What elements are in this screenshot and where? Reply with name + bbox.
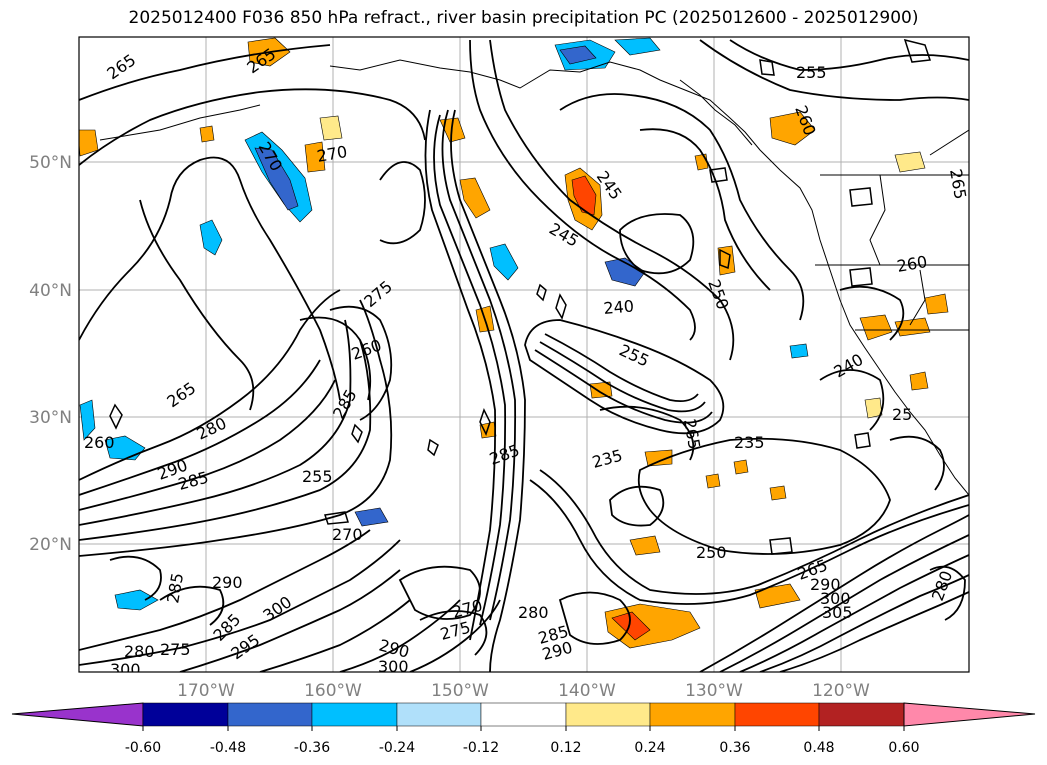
colorbar-segment	[818, 702, 905, 727]
colorbar-max-extension	[903, 702, 1036, 727]
colorbar-tick-label: -0.12	[463, 740, 499, 756]
precip-patch-negative	[559, 45, 597, 65]
precip-patch-positive	[733, 459, 749, 475]
precip-patch-positive	[459, 177, 491, 219]
contour-label: 300	[820, 589, 851, 608]
precip-patch-negative	[79, 399, 96, 441]
colorbar-segment	[311, 702, 398, 727]
precip-patch-positive	[319, 115, 343, 141]
colorbar-segment	[480, 702, 567, 727]
colorbar-ticks: -0.60 -0.48 -0.36 -0.24 -0.12 0.12 0.24 …	[125, 740, 920, 756]
precip-patch-positive	[909, 371, 929, 391]
precip-patch-negative	[354, 507, 389, 527]
colorbar-segment	[142, 702, 229, 727]
precip-patch-positive	[705, 473, 721, 489]
contour-label: 265	[946, 167, 970, 200]
colorbar-tick-label: 0.36	[719, 740, 750, 756]
precip-patch-positive	[644, 449, 673, 467]
lat-label: 40°N	[29, 281, 72, 301]
lat-label: 50°N	[29, 153, 72, 173]
contour-label: 255	[302, 467, 333, 486]
longitude-labels: 170°W 160°W 150°W 140°W 130°W 120°W	[177, 681, 870, 701]
precip-patch-negative	[489, 243, 519, 281]
contour-label: 275	[160, 640, 191, 659]
map-title: 2025012400 F036 850 hPa refract., river …	[128, 8, 919, 28]
colorbar-segment	[649, 702, 736, 727]
precip-patch-negative	[789, 343, 809, 359]
lon-label: 130°W	[685, 681, 743, 701]
precip-patch-positive	[717, 245, 736, 276]
contour-label: 290	[212, 573, 243, 592]
colorbar-segment	[565, 702, 651, 727]
colorbar-segment	[734, 702, 820, 727]
colorbar-tick-label: -0.60	[125, 740, 161, 756]
precip-patch-positive	[199, 125, 215, 143]
precip-patch-positive	[754, 583, 801, 609]
lat-label: 30°N	[29, 408, 72, 428]
map-border	[78, 36, 970, 673]
colorbar-tick-label: -0.24	[379, 740, 415, 756]
graticule	[79, 37, 969, 672]
contour-label: 270	[332, 525, 363, 544]
precip-patch-positive	[571, 175, 597, 216]
colorbar-tick-label: -0.36	[294, 740, 330, 756]
colorbar-segment	[227, 702, 313, 727]
precip-patch-negative	[254, 147, 299, 211]
precip-patch-positive	[864, 397, 883, 419]
precip-patch-positive	[924, 293, 949, 315]
contour-label: 305	[822, 603, 853, 622]
colorbar: -0.60 -0.48 -0.36 -0.24 -0.12 0.12 0.24 …	[11, 702, 1036, 756]
contour-label: 255	[796, 63, 827, 82]
contour-label: 250	[696, 543, 727, 562]
lon-label: 160°W	[304, 681, 362, 701]
precip-patch-positive	[629, 535, 661, 556]
map-panel: 265 265 270 270 245 245 250 240 255 260 …	[79, 37, 970, 679]
refractivity-contours	[79, 39, 969, 672]
contour-label: 260	[84, 433, 115, 452]
contour-label: 290	[810, 575, 841, 594]
precip-patch-positive	[769, 111, 816, 146]
lon-label: 170°W	[177, 681, 235, 701]
precip-patch-negative	[199, 219, 223, 256]
colorbar-tick-label: -0.48	[210, 740, 246, 756]
precip-patch-positive	[769, 485, 787, 501]
contour-label: 300	[110, 660, 141, 679]
precip-patch-positive	[589, 381, 613, 399]
contour-label: 280	[518, 603, 549, 622]
colorbar-tick-label: 0.12	[550, 740, 581, 756]
contour-label: 235	[734, 433, 765, 452]
precip-patch-positive	[611, 611, 651, 641]
precip-patch-positive	[859, 314, 893, 341]
lat-label: 20°N	[29, 535, 72, 555]
contour-label: 300	[378, 657, 409, 676]
colorbar-tick-label: 0.60	[888, 740, 919, 756]
colorbar-min-extension	[11, 702, 144, 727]
colorbar-segment	[396, 702, 482, 727]
colorbar-tick-label: 0.48	[803, 740, 834, 756]
small-contours	[109, 38, 932, 555]
coastlines	[99, 59, 969, 496]
precip-patch-positive	[894, 151, 926, 173]
lon-label: 120°W	[812, 681, 870, 701]
lon-label: 150°W	[431, 681, 489, 701]
precip-patch-positive	[304, 141, 326, 173]
latitude-labels: 50°N 40°N 30°N 20°N	[29, 153, 72, 555]
contour-label: 25	[892, 405, 912, 424]
precip-patch-negative	[614, 37, 661, 56]
precip-patch-negative	[114, 589, 159, 611]
lon-label: 140°W	[558, 681, 616, 701]
contour-label: 280	[124, 642, 155, 661]
contour-label: 240	[603, 296, 635, 318]
colorbar-tick-label: 0.24	[634, 740, 665, 756]
